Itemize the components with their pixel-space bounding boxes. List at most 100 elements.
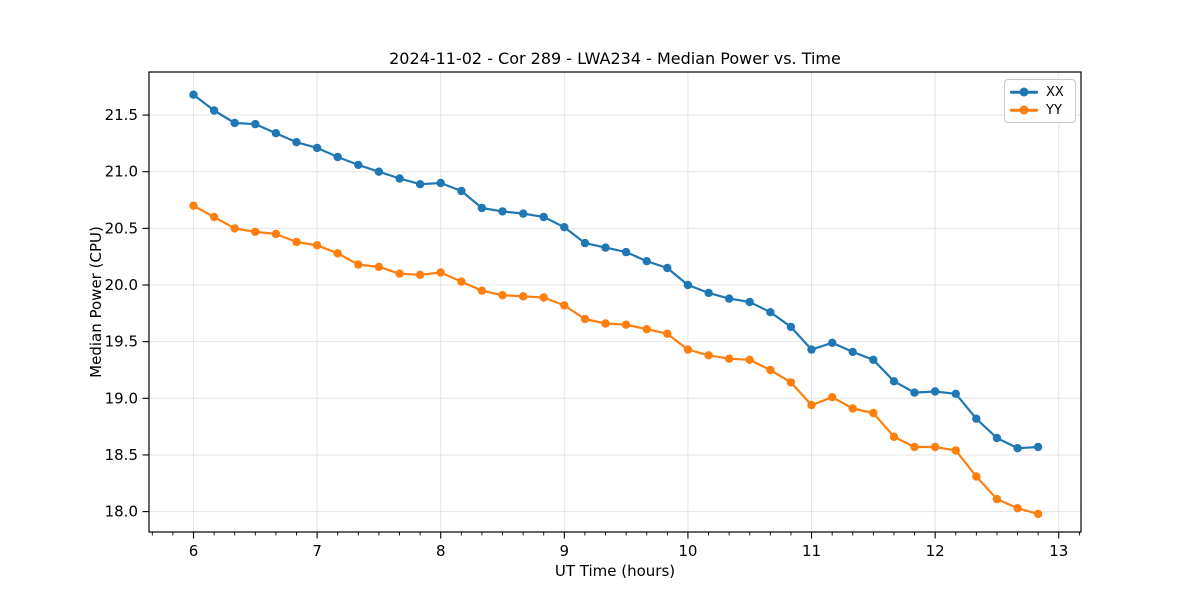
data-point-XX: [807, 345, 816, 354]
data-point-YY: [972, 472, 981, 481]
data-point-XX: [704, 288, 713, 298]
data-point-XX: [395, 174, 404, 183]
legend-line-marker-icon: [1010, 105, 1038, 115]
data-point-YY: [786, 378, 796, 387]
data-point-YY: [663, 329, 672, 338]
x-tick-label: 13: [1049, 542, 1068, 560]
plot-border: [148, 71, 1082, 533]
data-point-YY: [951, 446, 960, 455]
data-point-XX: [786, 322, 796, 332]
data-point-YY: [415, 270, 425, 279]
data-point-XX: [992, 433, 1002, 443]
y-axis-label: Median Power (CPU): [87, 226, 105, 378]
data-point-XX: [354, 160, 363, 170]
data-point-XX: [374, 167, 384, 176]
data-point-XX: [683, 280, 693, 290]
data-point-XX: [519, 209, 528, 218]
data-point-YY: [848, 404, 857, 413]
legend-label-yy: YY: [1046, 102, 1062, 118]
data-point-XX: [560, 223, 569, 232]
data-point-XX: [251, 119, 260, 129]
data-point-XX: [415, 180, 425, 189]
data-point-YY: [374, 262, 384, 272]
x-tick-label: 6: [189, 542, 199, 560]
data-point-YY: [766, 365, 775, 375]
data-point-XX: [889, 377, 899, 386]
data-point-XX: [1033, 442, 1043, 452]
data-point-XX: [457, 186, 466, 196]
y-tick-label: 18.0: [105, 503, 138, 521]
y-tick-label: 19.0: [105, 389, 138, 407]
data-point-XX: [539, 212, 548, 222]
data-point-XX: [230, 118, 239, 128]
x-axis-label: UT Time (hours): [554, 562, 676, 580]
data-point-YY: [807, 400, 816, 410]
chart-title: 2024-11-02 - Cor 289 - LWA234 - Median P…: [389, 49, 841, 68]
data-point-YY: [230, 224, 239, 233]
x-tick-label: 9: [560, 542, 570, 560]
data-point-XX: [745, 297, 754, 307]
data-point-YY: [869, 408, 878, 418]
data-point-YY: [189, 201, 198, 210]
data-point-YY: [519, 292, 528, 301]
data-point-XX: [910, 388, 919, 397]
data-point-XX: [621, 247, 631, 257]
data-point-YY: [477, 286, 487, 295]
data-point-YY: [889, 432, 899, 441]
legend-line-marker-icon: [1010, 87, 1038, 97]
data-point-XX: [292, 138, 301, 147]
data-point-YY: [704, 351, 713, 360]
data-point-YY: [992, 494, 1002, 504]
data-point-YY: [1033, 509, 1043, 519]
x-tick-label: 8: [436, 542, 446, 560]
data-point-YY: [828, 393, 837, 402]
data-point-YY: [271, 229, 281, 239]
legend-item-yy: YY: [1010, 104, 1069, 117]
data-point-XX: [642, 257, 651, 266]
y-tick-label: 19.5: [105, 333, 138, 351]
data-point-YY: [642, 325, 651, 334]
data-point-XX: [951, 389, 960, 398]
data-point-XX: [580, 238, 590, 248]
data-point-YY: [724, 354, 734, 363]
legend-item-xx: XX: [1010, 86, 1069, 99]
data-point-YY: [436, 268, 445, 277]
data-point-XX: [848, 347, 857, 357]
data-point-YY: [745, 355, 754, 364]
data-point-XX: [828, 338, 837, 347]
data-point-YY: [498, 291, 507, 300]
x-tick-label: 10: [678, 542, 697, 560]
data-point-XX: [766, 308, 775, 317]
data-point-YY: [930, 442, 940, 452]
data-point-YY: [354, 260, 363, 269]
x-tick-label: 12: [926, 542, 945, 560]
data-point-YY: [395, 269, 404, 278]
data-point-YY: [910, 442, 919, 452]
data-point-YY: [580, 314, 590, 324]
series-line-YY: [192, 204, 1039, 515]
data-point-XX: [436, 178, 445, 188]
data-point-YY: [333, 249, 342, 258]
y-tick-label: 18.5: [105, 446, 138, 464]
data-point-YY: [251, 227, 260, 236]
legend-label-xx: XX: [1046, 84, 1064, 100]
y-tick-label: 20.0: [105, 276, 138, 294]
x-tick-label: 7: [312, 542, 322, 560]
data-point-XX: [271, 129, 281, 138]
data-point-XX: [724, 294, 734, 303]
x-tick-label: 11: [802, 542, 821, 560]
data-point-XX: [601, 243, 610, 252]
data-point-XX: [312, 143, 322, 153]
data-point-XX: [663, 263, 672, 273]
data-point-XX: [1013, 444, 1022, 453]
legend: XX YY: [1004, 79, 1076, 123]
data-point-YY: [601, 319, 610, 328]
data-point-XX: [972, 414, 981, 423]
data-point-XX: [930, 387, 940, 396]
data-point-YY: [209, 212, 219, 222]
data-point-YY: [1013, 504, 1022, 513]
data-point-XX: [189, 90, 198, 99]
data-point-YY: [539, 293, 548, 302]
